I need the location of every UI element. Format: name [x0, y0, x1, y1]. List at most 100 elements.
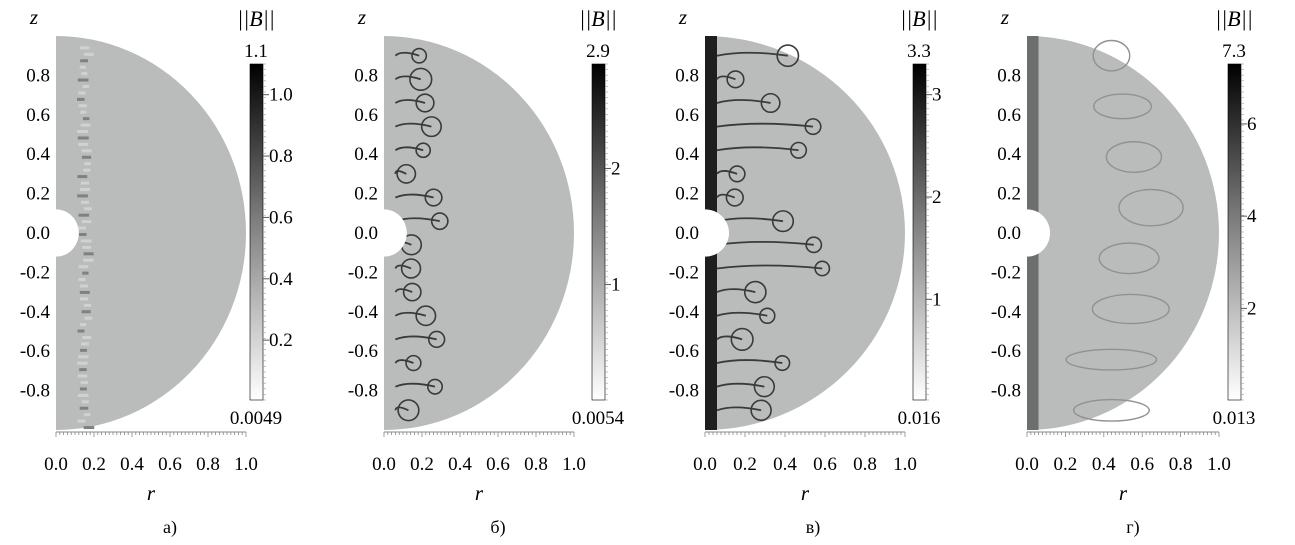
plume-head — [415, 93, 435, 113]
field-streak — [79, 290, 90, 294]
plume-stem — [394, 99, 426, 104]
field-streak — [77, 130, 88, 134]
colorbar-tick-label: 3 — [932, 85, 942, 106]
y-tick-label: 0.0 — [997, 223, 1021, 244]
field-streak — [83, 168, 91, 172]
plume-head — [774, 354, 791, 372]
colorbar-min-label: 0.016 — [898, 408, 941, 429]
plume-stem — [394, 359, 414, 364]
y-tick-label: 0.4 — [675, 144, 699, 165]
y-tick-label: -0.2 — [348, 262, 378, 283]
colorbar-title: ||B|| — [1215, 6, 1253, 31]
y-tick-label: 0.0 — [26, 223, 50, 244]
colorbar-tick-label: 1 — [611, 275, 621, 296]
x-tick-label: 0.2 — [82, 454, 106, 475]
plume-head — [728, 165, 746, 183]
field-streak — [84, 52, 94, 56]
plume-head — [760, 92, 781, 114]
colorbar — [912, 63, 927, 401]
field-streak — [81, 342, 89, 346]
plume-head — [415, 305, 437, 327]
x-tick-label: 1.0 — [893, 454, 917, 475]
y-tick-label: -0.8 — [20, 381, 50, 402]
colorbar-tick-label: 0.8 — [269, 146, 293, 167]
eddy — [1092, 39, 1131, 72]
y-tick-label: -0.2 — [669, 262, 699, 283]
y-tick-label: -0.4 — [991, 302, 1022, 323]
panel-label: в) — [806, 517, 821, 538]
field-streak — [82, 84, 89, 88]
plume-stem — [394, 51, 420, 57]
colorbar-max-label: 3.3 — [907, 41, 931, 62]
y-tick-label: -0.8 — [669, 381, 699, 402]
field-streak — [79, 187, 91, 191]
colorbar — [1227, 63, 1242, 401]
x-tick-label: 0.6 — [1130, 454, 1154, 475]
field-streak — [80, 348, 88, 352]
y-tick-label: -0.6 — [669, 341, 699, 362]
plume-stem — [395, 122, 432, 128]
plume-stem — [394, 311, 427, 317]
field-streak — [78, 213, 90, 217]
plume-stem — [716, 99, 771, 104]
field-streak — [78, 91, 86, 95]
inner-hole — [1027, 209, 1051, 257]
field-streak — [77, 175, 88, 179]
field-streak — [79, 406, 89, 410]
half-disk-field — [56, 36, 246, 430]
colorbar-tick-label: 2 — [611, 158, 621, 179]
x-tick-label: 0.8 — [1169, 454, 1193, 475]
plume-stem — [395, 193, 434, 199]
plume-head — [776, 44, 800, 68]
plume-head — [725, 188, 744, 207]
plume-head — [426, 378, 444, 395]
colorbar-max-label: 1.1 — [244, 41, 268, 62]
x-tick-label: 0.4 — [773, 454, 797, 475]
colorbar-max-label: 7.3 — [1222, 41, 1246, 62]
field-streak — [84, 207, 92, 211]
field-streak — [77, 78, 89, 82]
x-tick-label: 0.0 — [44, 454, 68, 475]
plume-head — [730, 327, 754, 351]
plume-head — [726, 70, 745, 89]
field-streak — [84, 316, 93, 320]
plume-head — [415, 142, 432, 159]
colorbar-tick-label: 6 — [1247, 114, 1257, 135]
plume-head — [424, 188, 443, 207]
field-streak — [77, 329, 85, 333]
x-tick-label: 1.0 — [562, 454, 586, 475]
plume-head — [420, 116, 442, 138]
field-streak — [78, 265, 89, 269]
half-disk-field — [384, 36, 574, 430]
y-tick-label: 0.6 — [354, 105, 378, 126]
plume-head — [405, 354, 422, 372]
y-tick-label: 0.8 — [675, 65, 699, 86]
y-tick-label: -0.4 — [669, 302, 700, 323]
plume-head — [753, 375, 776, 398]
field-streak — [82, 117, 90, 121]
panel-label: г) — [1126, 517, 1139, 538]
x-tick-label: 0.0 — [693, 454, 717, 475]
colorbar-max-label: 2.9 — [586, 41, 610, 62]
x-tick-label: 0.4 — [1092, 454, 1116, 475]
plume-stem — [716, 311, 768, 317]
plume-stem — [716, 335, 743, 341]
field-streak — [80, 181, 90, 185]
field-streak — [84, 162, 91, 166]
y-tick-label: 0.2 — [997, 184, 1021, 205]
field-streak — [81, 220, 92, 224]
half-disk-field — [1027, 36, 1219, 430]
x-tick-label: 0.0 — [372, 454, 396, 475]
y-tick-label: 0.6 — [675, 105, 699, 126]
field-streak — [78, 355, 89, 359]
y-axis-label: z — [678, 5, 687, 29]
field-streak — [83, 258, 94, 262]
colorbar — [591, 63, 606, 401]
x-tick-label: 0.6 — [158, 454, 182, 475]
plume-stem — [394, 288, 413, 293]
plume-stem — [394, 146, 424, 152]
plume-head — [743, 280, 767, 304]
x-tick-label: 0.4 — [448, 454, 472, 475]
eddy — [1065, 348, 1158, 371]
